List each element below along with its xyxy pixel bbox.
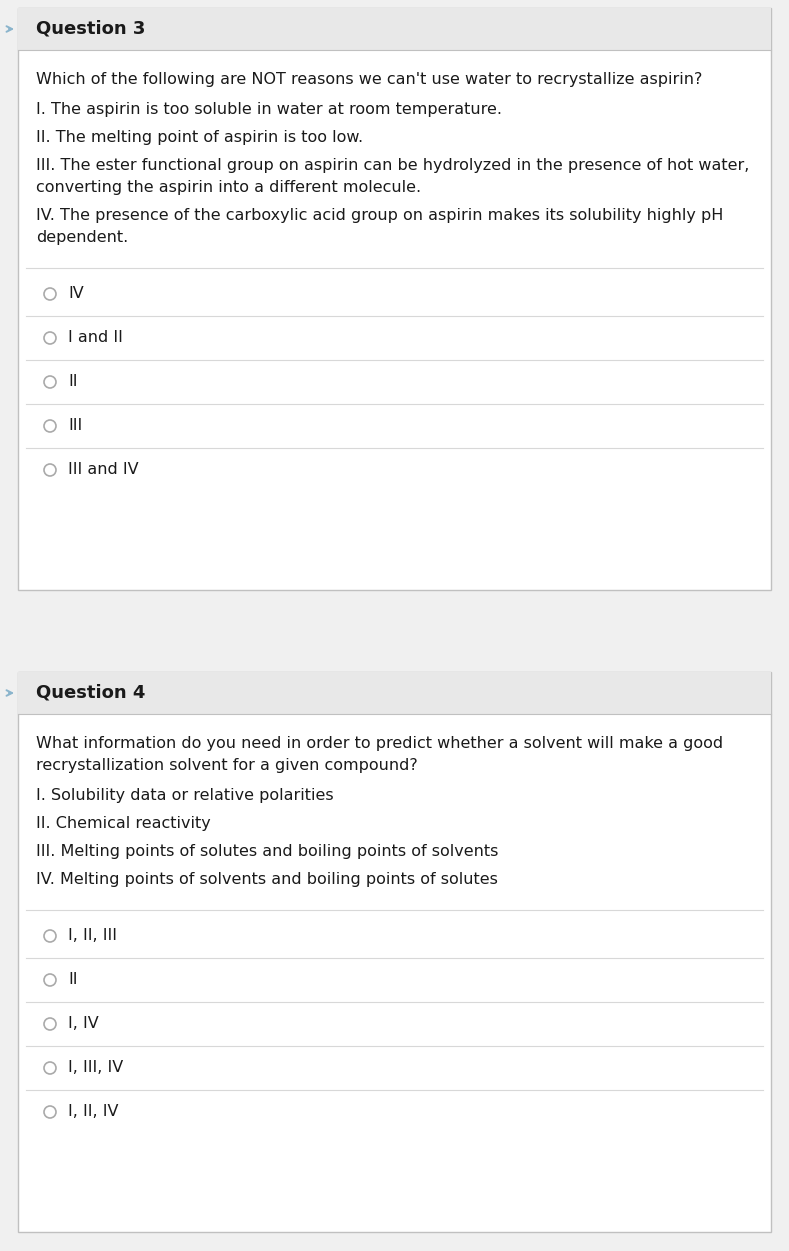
Text: III and IV: III and IV <box>68 463 139 478</box>
Text: IV. Melting points of solvents and boiling points of solutes: IV. Melting points of solvents and boili… <box>36 872 498 887</box>
FancyBboxPatch shape <box>18 8 771 590</box>
Text: I, II, IV: I, II, IV <box>68 1105 118 1120</box>
Text: II. Chemical reactivity: II. Chemical reactivity <box>36 816 211 831</box>
Text: I, II, III: I, II, III <box>68 928 117 943</box>
Text: I. The aspirin is too soluble in water at room temperature.: I. The aspirin is too soluble in water a… <box>36 103 502 118</box>
Text: II. The melting point of aspirin is too low.: II. The melting point of aspirin is too … <box>36 130 363 145</box>
Text: I and II: I and II <box>68 330 123 345</box>
FancyBboxPatch shape <box>18 672 771 1232</box>
Text: recrystallization solvent for a given compound?: recrystallization solvent for a given co… <box>36 758 417 773</box>
Text: converting the aspirin into a different molecule.: converting the aspirin into a different … <box>36 180 421 195</box>
Text: IV: IV <box>68 286 84 301</box>
Text: II: II <box>68 972 77 987</box>
FancyBboxPatch shape <box>18 672 771 714</box>
Text: I, III, IV: I, III, IV <box>68 1061 123 1076</box>
Text: III. Melting points of solutes and boiling points of solvents: III. Melting points of solutes and boili… <box>36 844 499 859</box>
Text: I, IV: I, IV <box>68 1017 99 1032</box>
Text: IV. The presence of the carboxylic acid group on aspirin makes its solubility hi: IV. The presence of the carboxylic acid … <box>36 208 724 223</box>
FancyBboxPatch shape <box>18 8 771 50</box>
Text: II: II <box>68 374 77 389</box>
Text: III: III <box>68 419 82 434</box>
Text: dependent.: dependent. <box>36 230 129 245</box>
Text: III. The ester functional group on aspirin can be hydrolyzed in the presence of : III. The ester functional group on aspir… <box>36 158 750 173</box>
Text: Which of the following are NOT reasons we can't use water to recrystallize aspir: Which of the following are NOT reasons w… <box>36 73 702 88</box>
Text: What information do you need in order to predict whether a solvent will make a g: What information do you need in order to… <box>36 736 724 751</box>
Text: I. Solubility data or relative polarities: I. Solubility data or relative polaritie… <box>36 788 334 803</box>
Text: Question 4: Question 4 <box>36 684 145 702</box>
Text: Question 3: Question 3 <box>36 20 145 38</box>
